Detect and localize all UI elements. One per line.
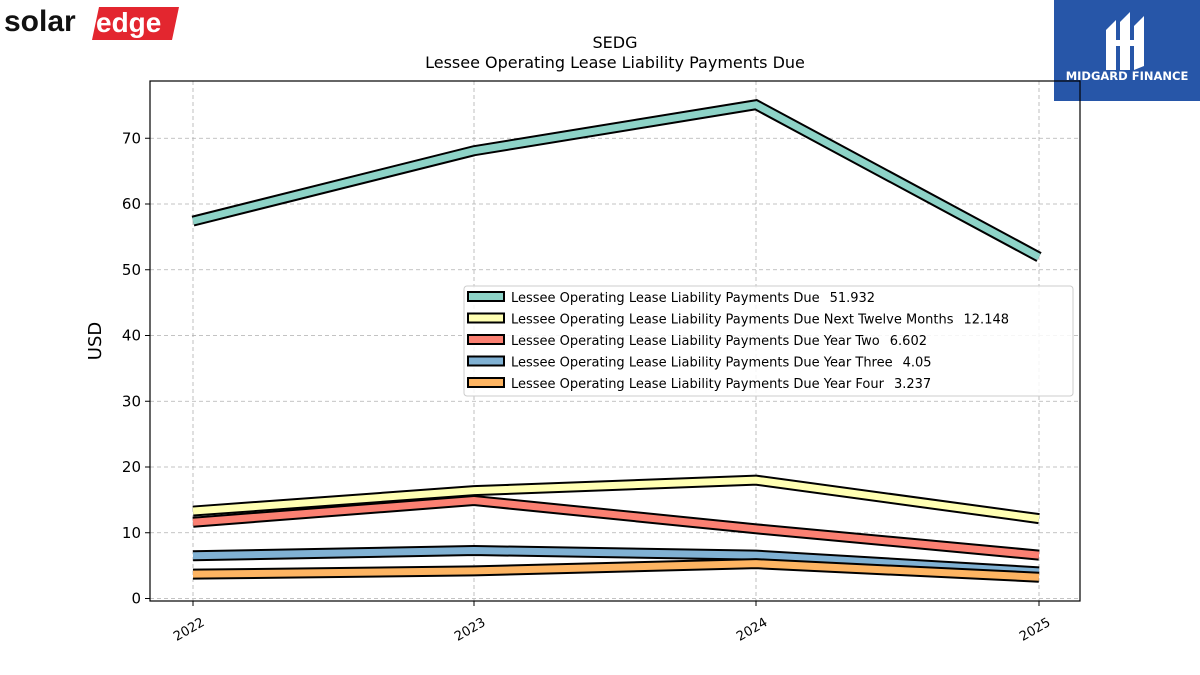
series-line <box>192 474 1040 525</box>
legend-series-name: Lessee Operating Lease Liability Payment… <box>511 313 954 328</box>
series-line <box>192 495 1040 561</box>
legend-series-value: 51.932 <box>830 291 876 306</box>
x-tick-label: 2023 <box>452 615 488 645</box>
legend-swatch <box>467 355 505 367</box>
series-line-fill <box>192 497 1040 559</box>
y-tick-label: 0 <box>131 590 141 608</box>
solaredge-logo-red-block <box>92 7 179 40</box>
x-tick-label: 2024 <box>734 615 770 645</box>
midgard-finance-label: MIDGARD FINANCE <box>1066 69 1189 83</box>
y-tick-label: 60 <box>122 195 141 213</box>
legend-entry: Lessee Operating Lease Liability Payment… <box>511 356 932 371</box>
series-line-fill <box>192 547 1040 576</box>
legend-entry: Lessee Operating Lease Liability Payment… <box>511 291 875 306</box>
legend-swatch <box>467 377 505 388</box>
midgard-finance-logo: MIDGARD FINANCE <box>1054 0 1200 101</box>
x-tick-label: 2025 <box>1017 615 1053 645</box>
legend-series-value: 3.237 <box>894 377 931 392</box>
x-axis: 2022 2023 2024 2025 <box>171 601 1053 645</box>
chart-title: SEDG <box>593 33 638 52</box>
legend-swatch <box>467 334 505 345</box>
y-axis: 0 10 20 30 40 50 60 70 <box>122 129 150 608</box>
series-line-outline <box>192 495 1040 561</box>
series-line <box>192 545 1040 578</box>
y-tick-label: 30 <box>122 392 141 410</box>
legend-series-value: 4.05 <box>903 356 932 371</box>
series-line-fill <box>192 560 1040 581</box>
legend-swatch <box>467 291 505 302</box>
legend-box <box>463 285 1074 397</box>
solaredge-logo-edge: edge <box>96 7 161 38</box>
series-group <box>191 98 1042 583</box>
legend-entry: Lessee Operating Lease Liability Payment… <box>511 377 931 392</box>
y-axis-label: USD <box>85 322 106 360</box>
legend-entry: Lessee Operating Lease Liability Payment… <box>511 313 1009 328</box>
legend-series-value: 6.602 <box>890 334 927 349</box>
legend-series-name: Lessee Operating Lease Liability Payment… <box>511 291 820 306</box>
series-line <box>191 98 1042 262</box>
chart-subtitle: Lessee Operating Lease Liability Payment… <box>425 53 805 72</box>
legend-entry: Lessee Operating Lease Liability Payment… <box>511 334 927 349</box>
series-line-fill <box>192 101 1041 261</box>
y-tick-label: 20 <box>122 458 141 476</box>
legend-series-name: Lessee Operating Lease Liability Payment… <box>511 377 885 392</box>
y-tick-label: 10 <box>122 524 141 542</box>
legend-series-name: Lessee Operating Lease Liability Payment… <box>511 334 880 349</box>
solaredge-logo: solar edge <box>4 4 184 44</box>
y-tick-label: 70 <box>122 129 141 147</box>
legend-swatch <box>467 312 505 324</box>
midgard-emblem-icon <box>1106 12 1144 70</box>
series-line-fill <box>192 476 1040 523</box>
legend-series-name: Lessee Operating Lease Liability Payment… <box>511 356 893 371</box>
legend-series-value: 12.148 <box>964 313 1010 328</box>
x-tick-label: 2022 <box>171 615 207 645</box>
series-line <box>192 558 1040 583</box>
legend: Lessee Operating Lease Liability Payment… <box>463 285 1074 397</box>
plot-frame <box>149 80 1081 602</box>
solaredge-logo-solar: solar <box>4 5 76 38</box>
y-tick-label: 50 <box>122 261 141 279</box>
y-tick-label: 40 <box>122 327 141 345</box>
